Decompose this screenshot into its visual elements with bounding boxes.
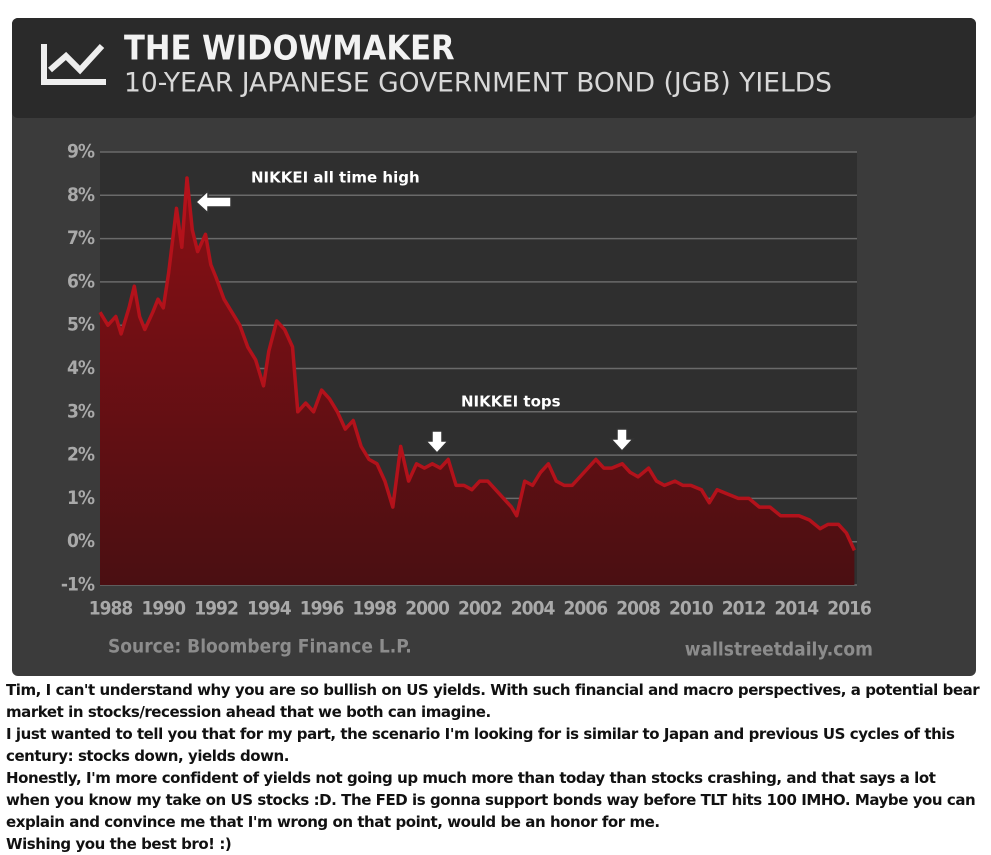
x-tick-label: 2010	[669, 598, 714, 620]
y-tick-label: 0%	[67, 530, 95, 552]
y-tick-label: -1%	[61, 574, 95, 596]
arrow	[424, 430, 450, 455]
x-tick-label: 2014	[775, 598, 820, 620]
y-tick-label: 1%	[67, 487, 95, 509]
y-tick-label: 6%	[67, 270, 95, 292]
y-tick-label: 3%	[67, 400, 95, 422]
x-tick-label: 2016	[827, 598, 871, 620]
comment-paragraph: Wishing you the best bro! :)	[6, 835, 232, 853]
area	[100, 178, 855, 585]
x-tick-label: 2008	[616, 598, 660, 620]
comment-paragraph: Tim, I can't understand why you are so b…	[6, 681, 980, 721]
y-tick-label: 7%	[67, 227, 95, 249]
y-tick-label: 8%	[67, 184, 95, 206]
chart-subtitle: 10-YEAR JAPANESE GOVERNMENT BOND (JGB) Y…	[124, 68, 832, 99]
annotation: NIKKEI tops	[461, 393, 561, 411]
y-tick-label: 4%	[67, 357, 95, 379]
x-tick-label: 1996	[300, 598, 344, 620]
chart-title: THE WIDOWMAKER	[124, 29, 455, 69]
x-tick-label: 1998	[353, 598, 397, 620]
x-tick-label: 2000	[405, 598, 450, 620]
x-tick-label: 1990	[142, 598, 187, 620]
line	[98, 176, 856, 552]
chart: THE WIDOWMAKER 10-YEAR JAPANESE GOVERNME…	[12, 18, 976, 676]
comment-paragraph: I just wanted to tell you that for my pa…	[6, 725, 955, 765]
title-bar	[12, 18, 976, 118]
annotation: NIKKEI all time high	[251, 169, 420, 187]
y-tick-label: 5%	[67, 314, 95, 336]
x-tick-label: 2006	[564, 598, 608, 620]
y-tick-label: 2%	[67, 444, 95, 466]
comment: Tim, I can't understand why you are so b…	[6, 679, 981, 855]
logo	[48, 43, 105, 75]
source: Source: Bloomberg Finance L.P.	[108, 636, 412, 658]
comment-paragraph: Honestly, I'm more confident of yields n…	[6, 769, 976, 831]
x-tick-label: 2004	[511, 598, 556, 620]
x-tick-label: 1994	[247, 598, 292, 620]
logo	[41, 44, 106, 85]
x-tick-label: 2012	[722, 598, 766, 620]
credit: wallstreetdaily.com	[685, 639, 873, 661]
x-tick-label: 2002	[458, 598, 502, 620]
arrow	[609, 428, 635, 453]
x-tick-label: 1988	[89, 598, 133, 620]
y-tick-label: 9%	[67, 141, 95, 163]
x-tick-label: 1992	[194, 598, 238, 620]
arrow	[194, 189, 232, 215]
